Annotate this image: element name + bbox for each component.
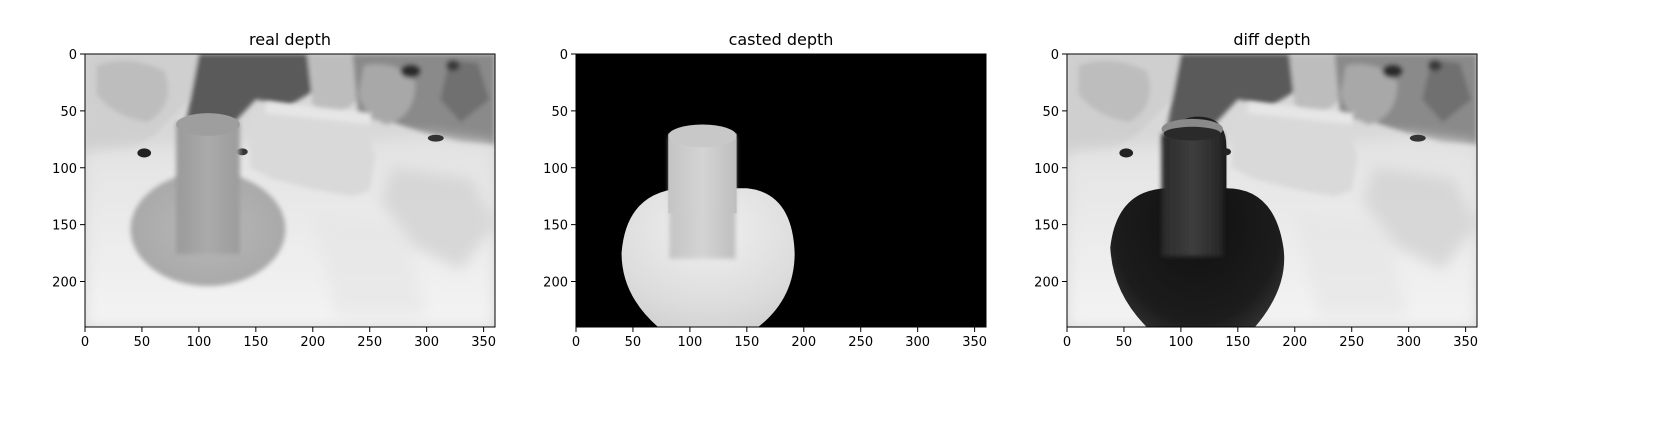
x-tick-label: 50	[625, 335, 642, 350]
y-tick-label: 50	[1042, 105, 1059, 120]
y-tick-label: 150	[543, 219, 568, 234]
x-tick-label: 300	[1396, 335, 1421, 350]
x-tick-label: 350	[471, 335, 496, 350]
y-tick-label: 150	[1034, 219, 1059, 234]
diff-depth-title: diff depth	[1233, 30, 1310, 49]
y-tick-label: 100	[52, 162, 77, 177]
x-tick-label: 250	[1339, 335, 1364, 350]
x-tick-label: 150	[1225, 335, 1250, 350]
y-tick-label: 50	[60, 105, 77, 120]
y-tick-label: 50	[551, 105, 568, 120]
x-tick-label: 50	[1116, 335, 1133, 350]
x-tick-label: 200	[1282, 335, 1307, 350]
y-tick-label: 0	[1051, 48, 1059, 63]
y-tick-label: 200	[1034, 276, 1059, 291]
y-tick-label: 0	[69, 48, 77, 63]
x-tick-label: 100	[186, 335, 211, 350]
casted-depth-frame	[575, 53, 987, 328]
x-tick-label: 350	[1453, 335, 1478, 350]
x-tick-label: 0	[81, 335, 89, 350]
x-tick-label: 150	[734, 335, 759, 350]
x-tick-label: 300	[414, 335, 439, 350]
y-tick-label: 200	[52, 276, 77, 291]
y-tick-label: 100	[1034, 162, 1059, 177]
x-tick-label: 300	[905, 335, 930, 350]
x-tick-label: 250	[848, 335, 873, 350]
diff-depth-image	[1067, 54, 1477, 327]
x-tick-label: 0	[1063, 335, 1071, 350]
casted-depth-image	[576, 54, 986, 327]
x-tick-label: 100	[1168, 335, 1193, 350]
panel-casted-depth: casted depth 0 50 100 150 200 250 300 350 0 50 100 1…	[543, 30, 987, 350]
x-tick-label: 0	[572, 335, 580, 350]
x-tick-label: 350	[962, 335, 987, 350]
casted-depth-title: casted depth	[729, 30, 834, 49]
x-tick-label: 150	[243, 335, 268, 350]
real-depth-image	[85, 54, 495, 327]
y-tick-label: 200	[543, 276, 568, 291]
panel-real-depth: real depth 0 50 100 150 200 250 300 350 0 50 100 150…	[52, 30, 496, 350]
panel-diff-depth: diff depth 0 50 100 150 200 250 300 350 0 50 100 150…	[1034, 30, 1478, 350]
x-tick-label: 50	[134, 335, 151, 350]
x-tick-label: 100	[677, 335, 702, 350]
diff-depth-frame	[1066, 53, 1478, 328]
y-tick-label: 0	[560, 48, 568, 63]
real-depth-frame	[84, 53, 496, 328]
y-tick-label: 100	[543, 162, 568, 177]
y-tick-label: 150	[52, 219, 77, 234]
x-tick-label: 200	[791, 335, 816, 350]
real-depth-title: real depth	[249, 30, 331, 49]
x-tick-label: 250	[357, 335, 382, 350]
x-tick-label: 200	[300, 335, 325, 350]
